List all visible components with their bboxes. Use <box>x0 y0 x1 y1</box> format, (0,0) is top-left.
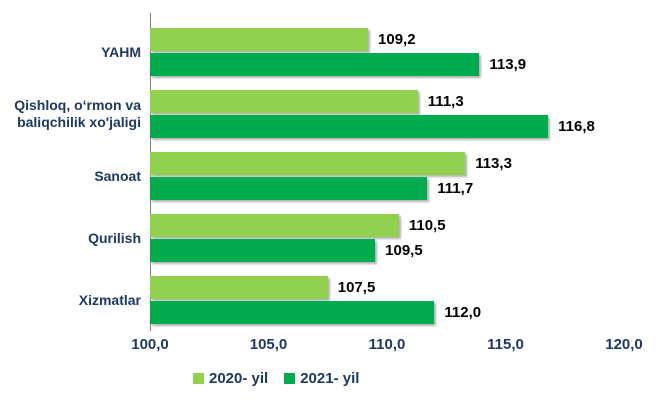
bar-2020-yil: 109,2 <box>150 28 416 51</box>
bar-2020-yil: 107,5 <box>150 276 375 299</box>
value-label: 109,5 <box>385 242 423 259</box>
legend-item: 2020- yil <box>193 370 268 387</box>
category-group: YAHM 109,2 113,9 <box>0 28 667 76</box>
x-tick-label: 120,0 <box>605 336 643 353</box>
value-label: 113,9 <box>489 56 527 73</box>
category-label: Sanoat <box>94 167 141 184</box>
category-cell: Sanoat <box>0 152 150 200</box>
value-label: 110,5 <box>408 217 446 234</box>
category-cell: Qishloq, oʻrmon va baliqchilik xo'jaligi <box>0 90 150 138</box>
legend-label: 2020- yil <box>209 370 269 387</box>
x-tick-label: 105,0 <box>249 336 288 353</box>
bars-cell: 111,3 116,8 <box>150 90 667 138</box>
value-label: 111,7 <box>437 180 474 197</box>
bar-2020-yil: 111,3 <box>150 90 464 113</box>
bars-cell: 110,5 109,5 <box>150 214 667 262</box>
bar-2021-yil: 109,5 <box>150 239 423 262</box>
x-tick-label: 115,0 <box>487 336 524 353</box>
bar-2021-yil: 111,7 <box>150 177 473 200</box>
legend-swatch <box>284 373 296 384</box>
legend: 2020- yil 2021- yil <box>193 370 359 387</box>
bars-cell: 113,3 111,7 <box>150 152 667 200</box>
category-group: Qurilish 110,5 109,5 <box>0 214 667 262</box>
legend-swatch <box>193 373 204 384</box>
value-label: 107,5 <box>337 279 376 296</box>
bar-2021-yil: 113,9 <box>150 53 526 76</box>
category-group: Sanoat 113,3 111,7 <box>0 152 667 200</box>
bar-2021-yil: 112,0 <box>150 301 481 324</box>
value-label: 112,0 <box>444 304 482 321</box>
value-label: 111,3 <box>427 93 464 110</box>
category-group: Qishloq, oʻrmon va baliqchilik xo'jaligi… <box>0 90 667 138</box>
value-label: 109,2 <box>378 31 416 48</box>
category-cell: Qurilish <box>0 214 150 262</box>
x-tick-label: 110,0 <box>368 336 406 353</box>
value-label: 113,3 <box>475 155 512 172</box>
bar-2020-yil: 110,5 <box>150 214 446 237</box>
bar-2021-yil: 116,8 <box>150 115 595 138</box>
category-label: Qurilish <box>88 229 141 246</box>
bars-cell: 107,5 112,0 <box>150 276 667 324</box>
category-cell: Xizmatlar <box>0 276 150 324</box>
category-label: Qishloq, oʻrmon va baliqchilik xo'jaligi <box>14 97 141 130</box>
category-cell: YAHM <box>0 28 150 76</box>
bar-2020-yil: 113,3 <box>150 152 512 175</box>
x-axis: 100,0 105,0 110,0 115,0 120,0 <box>131 336 643 354</box>
value-label: 116,8 <box>558 118 595 135</box>
category-label: Xizmatlar <box>78 291 141 308</box>
bars-cell: 109,2 113,9 <box>150 28 667 76</box>
category-group: Xizmatlar 107,5 112,0 <box>0 276 667 324</box>
category-label: YAHM <box>101 43 141 60</box>
bar-rows: YAHM 109,2 113,9 Qishloq, oʻrmon va baliqch… <box>0 28 667 338</box>
x-tick-label: 100,0 <box>131 336 169 353</box>
legend-label: 2021- yil <box>300 370 360 387</box>
legend-item: 2021- yil <box>284 370 359 387</box>
